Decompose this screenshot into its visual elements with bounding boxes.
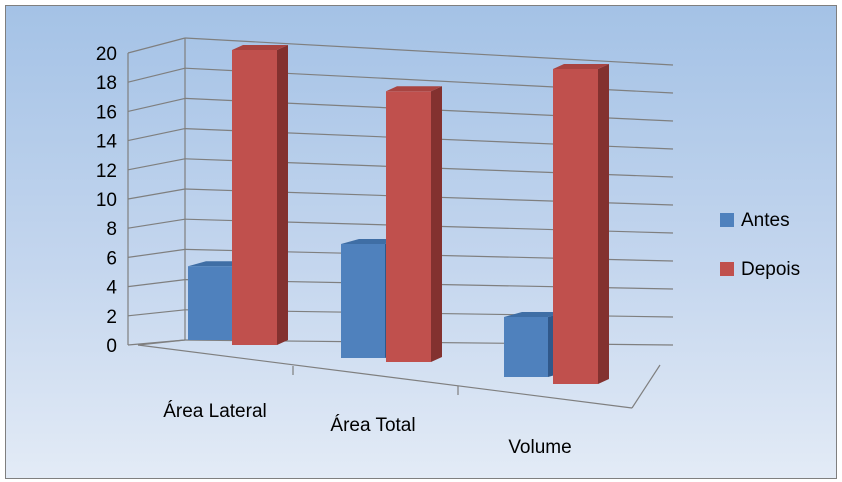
x-category-label: Área Lateral [163, 401, 267, 422]
y-tick-label: 0 [106, 336, 117, 357]
bar-depois-2 [553, 69, 598, 384]
left-wall-gridline [127, 279, 186, 288]
y-tick-label: 4 [106, 278, 117, 299]
bar-top-face [232, 45, 288, 50]
y-tick-label: 18 [96, 73, 117, 94]
legend-label-depois: Depois [741, 259, 800, 280]
left-wall-gridline [127, 248, 186, 258]
bar-antes-0 [188, 266, 232, 340]
y-tick-label: 12 [96, 161, 117, 182]
bar-antes-1 [341, 244, 385, 358]
legend-label-antes: Antes [741, 210, 790, 231]
bar-side-face [431, 86, 442, 362]
legend: Antes Depois [720, 210, 800, 280]
floor-right-edge [631, 364, 661, 409]
chart-bars [188, 45, 609, 384]
left-wall-gridline [127, 309, 186, 317]
bar-top-face [553, 64, 609, 69]
y-tick-label: 8 [106, 219, 117, 240]
y-tick-label: 10 [96, 190, 117, 211]
y-tick-label: 20 [96, 44, 117, 65]
left-wall-gridline [127, 158, 186, 171]
left-wall-gridline [127, 218, 186, 229]
floor-front-edge [137, 344, 633, 409]
back-wall-gridline [184, 37, 674, 66]
x-category-label: Área Total [330, 415, 415, 436]
y-axis-ticks: 0 2 4 6 8 10 12 14 16 18 20 [96, 44, 118, 357]
left-wall-gridline [127, 97, 186, 112]
floor-left-edge [137, 339, 186, 346]
bar-top-face [386, 86, 442, 92]
bar-depois-1 [386, 91, 431, 362]
y-tick-label: 2 [106, 307, 117, 328]
legend-swatch-antes [720, 213, 734, 227]
y-tick-label: 16 [96, 102, 117, 123]
x-category-label: Volume [508, 437, 571, 458]
y-tick-label: 14 [96, 132, 118, 153]
bar-top-face [504, 312, 566, 317]
legend-swatch-depois [720, 262, 734, 276]
bar-antes-2 [504, 317, 548, 377]
left-wall-gridline [127, 188, 186, 200]
y-tick-label: 6 [106, 248, 117, 269]
left-wall-gridline [127, 67, 186, 83]
bar-depois-0 [232, 50, 277, 345]
bar-side-face [598, 64, 609, 384]
left-wall-gridline [127, 128, 186, 142]
x-axis-categories: Área Lateral Área Total Volume [163, 401, 571, 458]
bar-side-face [277, 45, 288, 345]
left-wall-gridline [127, 37, 186, 54]
